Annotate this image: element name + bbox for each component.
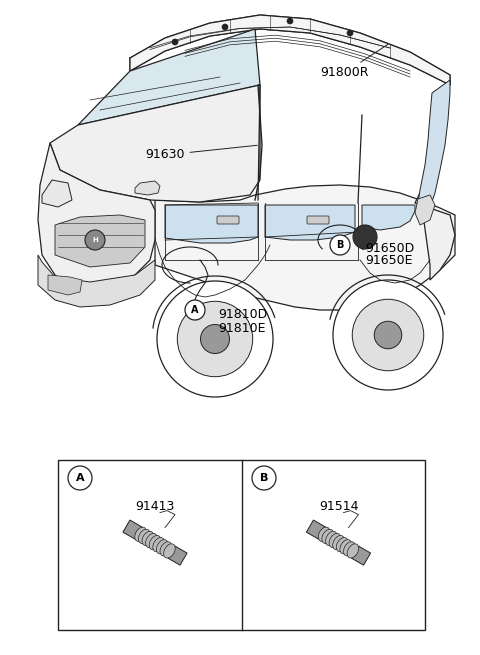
- Text: 91630: 91630: [145, 145, 257, 162]
- Text: H: H: [92, 237, 98, 243]
- Circle shape: [333, 280, 443, 390]
- Ellipse shape: [142, 531, 154, 546]
- Circle shape: [177, 301, 252, 377]
- FancyBboxPatch shape: [307, 216, 329, 224]
- Ellipse shape: [336, 538, 348, 552]
- Ellipse shape: [344, 542, 355, 556]
- Circle shape: [374, 321, 402, 348]
- Circle shape: [287, 18, 293, 24]
- Text: A: A: [191, 305, 199, 315]
- Circle shape: [201, 324, 229, 354]
- Ellipse shape: [333, 536, 344, 550]
- Polygon shape: [351, 546, 371, 565]
- Circle shape: [222, 24, 228, 30]
- Polygon shape: [55, 215, 145, 267]
- Ellipse shape: [347, 544, 359, 558]
- Circle shape: [347, 30, 353, 36]
- Text: B: B: [260, 473, 268, 483]
- Polygon shape: [415, 193, 455, 280]
- Polygon shape: [130, 15, 450, 85]
- Ellipse shape: [160, 542, 172, 556]
- Polygon shape: [42, 180, 72, 207]
- Polygon shape: [78, 29, 260, 125]
- Polygon shape: [135, 181, 160, 195]
- Polygon shape: [418, 80, 450, 207]
- Polygon shape: [38, 143, 155, 290]
- Polygon shape: [265, 205, 355, 240]
- Ellipse shape: [329, 533, 341, 548]
- Ellipse shape: [138, 529, 150, 544]
- Text: 91810E: 91810E: [218, 322, 265, 335]
- Polygon shape: [415, 195, 435, 225]
- Text: 91413: 91413: [135, 500, 175, 513]
- Polygon shape: [155, 185, 455, 310]
- Bar: [58, 460, 425, 630]
- Ellipse shape: [156, 540, 168, 554]
- Ellipse shape: [149, 536, 161, 550]
- Circle shape: [85, 230, 105, 250]
- Ellipse shape: [135, 527, 146, 542]
- Circle shape: [353, 225, 377, 249]
- Text: B: B: [336, 240, 344, 250]
- Polygon shape: [362, 205, 415, 230]
- Circle shape: [185, 300, 205, 320]
- Circle shape: [352, 299, 424, 371]
- Polygon shape: [123, 520, 142, 539]
- Ellipse shape: [145, 533, 157, 548]
- Ellipse shape: [322, 529, 334, 544]
- Text: 91650E: 91650E: [365, 255, 412, 267]
- Ellipse shape: [164, 544, 175, 558]
- Text: 91514: 91514: [319, 500, 358, 513]
- Text: 91810D: 91810D: [218, 309, 267, 322]
- Circle shape: [68, 466, 92, 490]
- Circle shape: [172, 39, 178, 45]
- Polygon shape: [38, 255, 155, 307]
- Circle shape: [252, 466, 276, 490]
- Circle shape: [330, 235, 350, 255]
- Polygon shape: [50, 85, 260, 202]
- Text: 91650D: 91650D: [365, 242, 414, 255]
- Circle shape: [157, 281, 273, 397]
- Text: 91800R: 91800R: [320, 45, 388, 79]
- Polygon shape: [306, 520, 325, 539]
- FancyBboxPatch shape: [217, 216, 239, 224]
- Text: A: A: [76, 473, 84, 483]
- Ellipse shape: [318, 527, 330, 542]
- Polygon shape: [48, 275, 82, 295]
- Ellipse shape: [340, 540, 351, 554]
- Ellipse shape: [325, 531, 337, 546]
- Ellipse shape: [153, 538, 164, 552]
- Polygon shape: [168, 546, 187, 565]
- Polygon shape: [165, 205, 258, 243]
